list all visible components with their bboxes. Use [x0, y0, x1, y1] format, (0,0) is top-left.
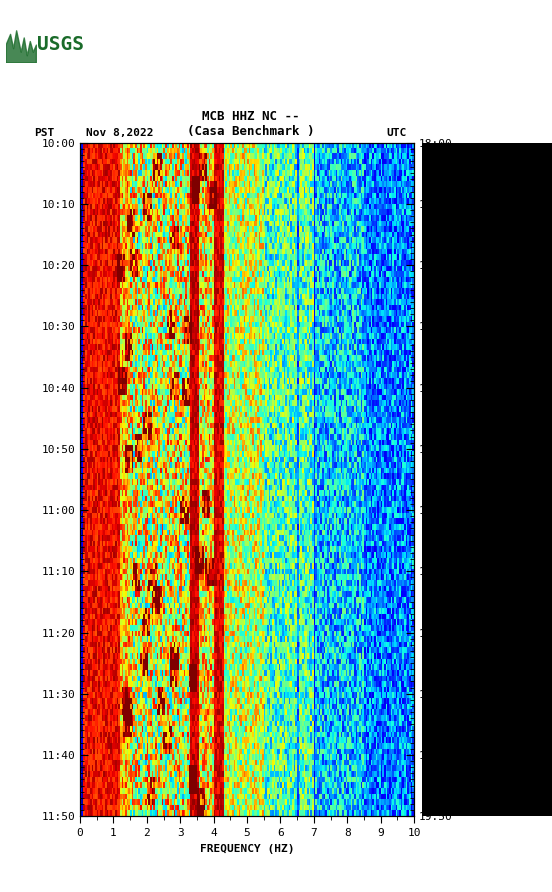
Text: PST: PST — [34, 128, 55, 138]
Text: UTC: UTC — [386, 128, 407, 138]
Text: MCB HHZ NC --: MCB HHZ NC -- — [203, 110, 300, 123]
X-axis label: FREQUENCY (HZ): FREQUENCY (HZ) — [200, 844, 294, 854]
Text: USGS: USGS — [37, 35, 84, 54]
Text: Nov 8,2022: Nov 8,2022 — [86, 128, 153, 138]
Text: (Casa Benchmark ): (Casa Benchmark ) — [188, 125, 315, 138]
